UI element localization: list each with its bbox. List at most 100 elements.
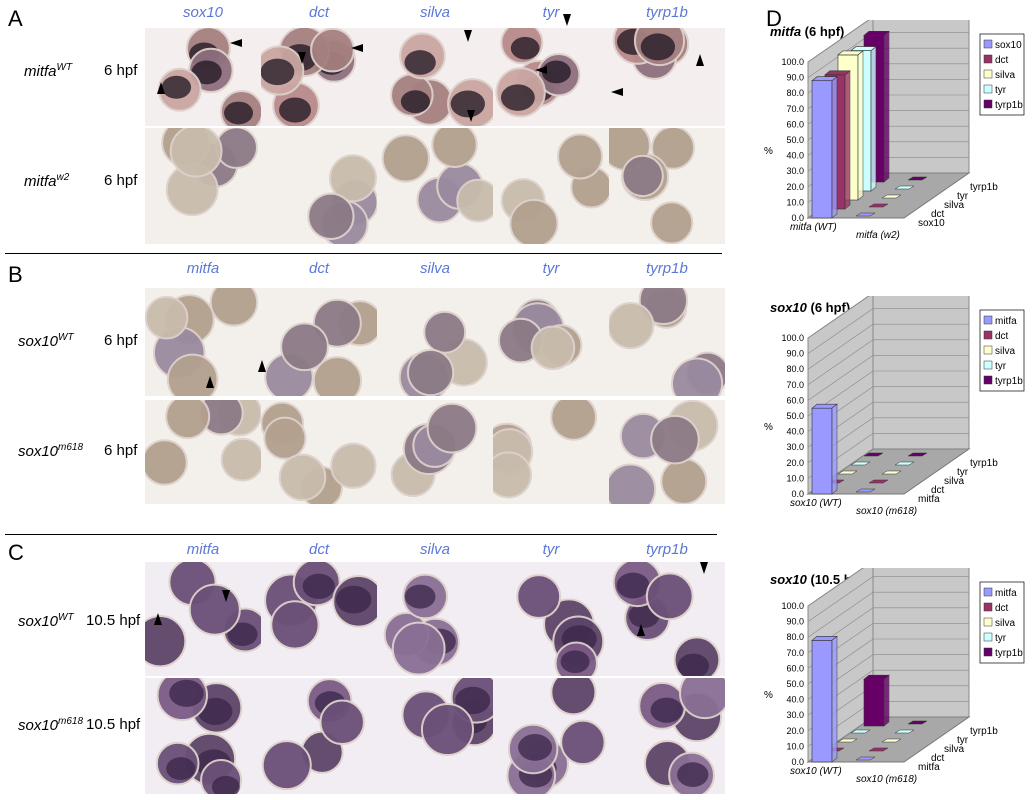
legend-label: silva [995, 618, 1015, 629]
y-axis-label: % [764, 146, 773, 157]
legend-label: tyr [995, 361, 1007, 372]
micrograph-tile [609, 562, 725, 676]
bar-flat [894, 461, 915, 466]
y-tick-label: 100.0 [781, 601, 804, 611]
gene-label: dct [308, 4, 329, 21]
legend-label: silva [995, 70, 1015, 81]
depth-axis-label: tyrp1b [970, 726, 998, 737]
bar-chart-sox10-6hpf: sox10 (6 hpf) 0.0 10.0 20.0 30.0 40.0 50.0 60.0… [764, 296, 1025, 517]
gene-label: tyrp1b [646, 4, 688, 21]
legend-swatch [983, 69, 993, 79]
y-tick-label: 70.0 [786, 104, 804, 114]
stage-label: 6 hpf [104, 62, 138, 79]
legend-label: mitfa [995, 588, 1017, 599]
y-tick-label: 20.0 [786, 458, 804, 468]
genotype-label: sox10WT [18, 612, 74, 630]
bar [863, 678, 885, 727]
bar-flat [850, 729, 871, 734]
legend-swatch [983, 587, 993, 597]
y-tick-label: 70.0 [786, 380, 804, 390]
y-tick-label: 30.0 [786, 166, 804, 176]
depth-axis-label: mitfa [918, 494, 940, 505]
bar-flat [881, 470, 902, 475]
y-tick-label: 70.0 [786, 648, 804, 658]
gene-label: tyr [542, 4, 560, 21]
arrowhead-icon [258, 360, 266, 372]
y-tick-label: 90.0 [786, 73, 804, 83]
arrowhead-icon [351, 44, 363, 52]
depth-axis-label: mitfa [918, 762, 940, 773]
depth-axis-label: dct [931, 753, 945, 764]
y-tick-label: 50.0 [786, 135, 804, 145]
bar-flat [894, 729, 915, 734]
y-tick-label: 0.0 [791, 757, 804, 767]
micrograph-tile [493, 128, 609, 244]
micrograph-tile [261, 562, 377, 676]
bar-flat [894, 185, 915, 190]
micrograph-tile [145, 288, 261, 396]
arrowhead-icon [563, 14, 571, 26]
depth-axis-label: silva [944, 476, 964, 487]
gene-label: tyr [542, 260, 560, 277]
y-tick-label: 80.0 [786, 88, 804, 98]
depth-axis-label: silva [944, 744, 964, 755]
y-tick-label: 50.0 [786, 679, 804, 689]
genotype-label: mitfaWT [24, 62, 73, 80]
legend-swatch [983, 647, 993, 657]
y-tick-label: 30.0 [786, 710, 804, 720]
micrograph-tile [493, 28, 609, 126]
panel-letter-b: B [8, 262, 23, 287]
micrograph-tile [145, 562, 261, 676]
micrograph-tile [609, 28, 725, 126]
category-label: mitfa (WT) [790, 222, 837, 233]
category-label: mitfa (w2) [856, 230, 900, 241]
category-label: sox10 (m618) [856, 774, 917, 785]
legend-swatch [983, 84, 993, 94]
legend-label: dct [995, 55, 1009, 66]
legend-swatch [983, 39, 993, 49]
micrograph-tile [377, 128, 493, 244]
micrograph-tile [145, 678, 261, 794]
y-tick-label: 60.0 [786, 663, 804, 673]
stage-label: 6 hpf [104, 442, 138, 459]
y-tick-label: 90.0 [786, 349, 804, 359]
micrograph-tile [261, 400, 377, 504]
arrowhead-icon [637, 624, 645, 636]
legend-label: silva [995, 346, 1015, 357]
y-tick-label: 50.0 [786, 411, 804, 421]
panel-separator [5, 253, 722, 254]
legend-swatch [983, 617, 993, 627]
micrograph-tile [261, 678, 377, 794]
bar-flat [837, 470, 858, 475]
legend-swatch [983, 345, 993, 355]
y-tick-label: 90.0 [786, 617, 804, 627]
legend-label: dct [995, 603, 1009, 614]
y-tick-label: 20.0 [786, 726, 804, 736]
depth-axis-label: tyr [957, 191, 969, 202]
bar [811, 640, 833, 763]
micrograph-tile [145, 28, 261, 126]
arrowhead-icon [700, 562, 708, 574]
category-label: sox10 (m618) [856, 506, 917, 517]
depth-axis-label: tyrp1b [970, 458, 998, 469]
stage-label: 10.5 hpf [86, 612, 141, 629]
y-tick-label: 60.0 [786, 119, 804, 129]
bar-flat [837, 738, 858, 743]
legend-label: mitfa [995, 316, 1017, 327]
panel-letter-c: C [8, 540, 24, 565]
gene-label: mitfa [186, 260, 220, 277]
micrograph-tile [261, 28, 377, 126]
micrograph-tile [377, 678, 493, 794]
y-tick-label: 80.0 [786, 632, 804, 642]
bar-flat [907, 176, 928, 181]
gene-label: silva [419, 541, 450, 558]
svg-text:sox10 (6 hpf): sox10 (6 hpf) [770, 300, 850, 315]
bar [811, 407, 833, 495]
arrowhead-icon [298, 52, 306, 64]
bar-flat [855, 488, 876, 493]
panel-separator [5, 534, 717, 535]
bar-flat [907, 720, 928, 725]
legend-swatch [983, 99, 993, 109]
arrowhead-icon [535, 66, 547, 74]
depth-axis-label: tyrp1b [970, 182, 998, 193]
